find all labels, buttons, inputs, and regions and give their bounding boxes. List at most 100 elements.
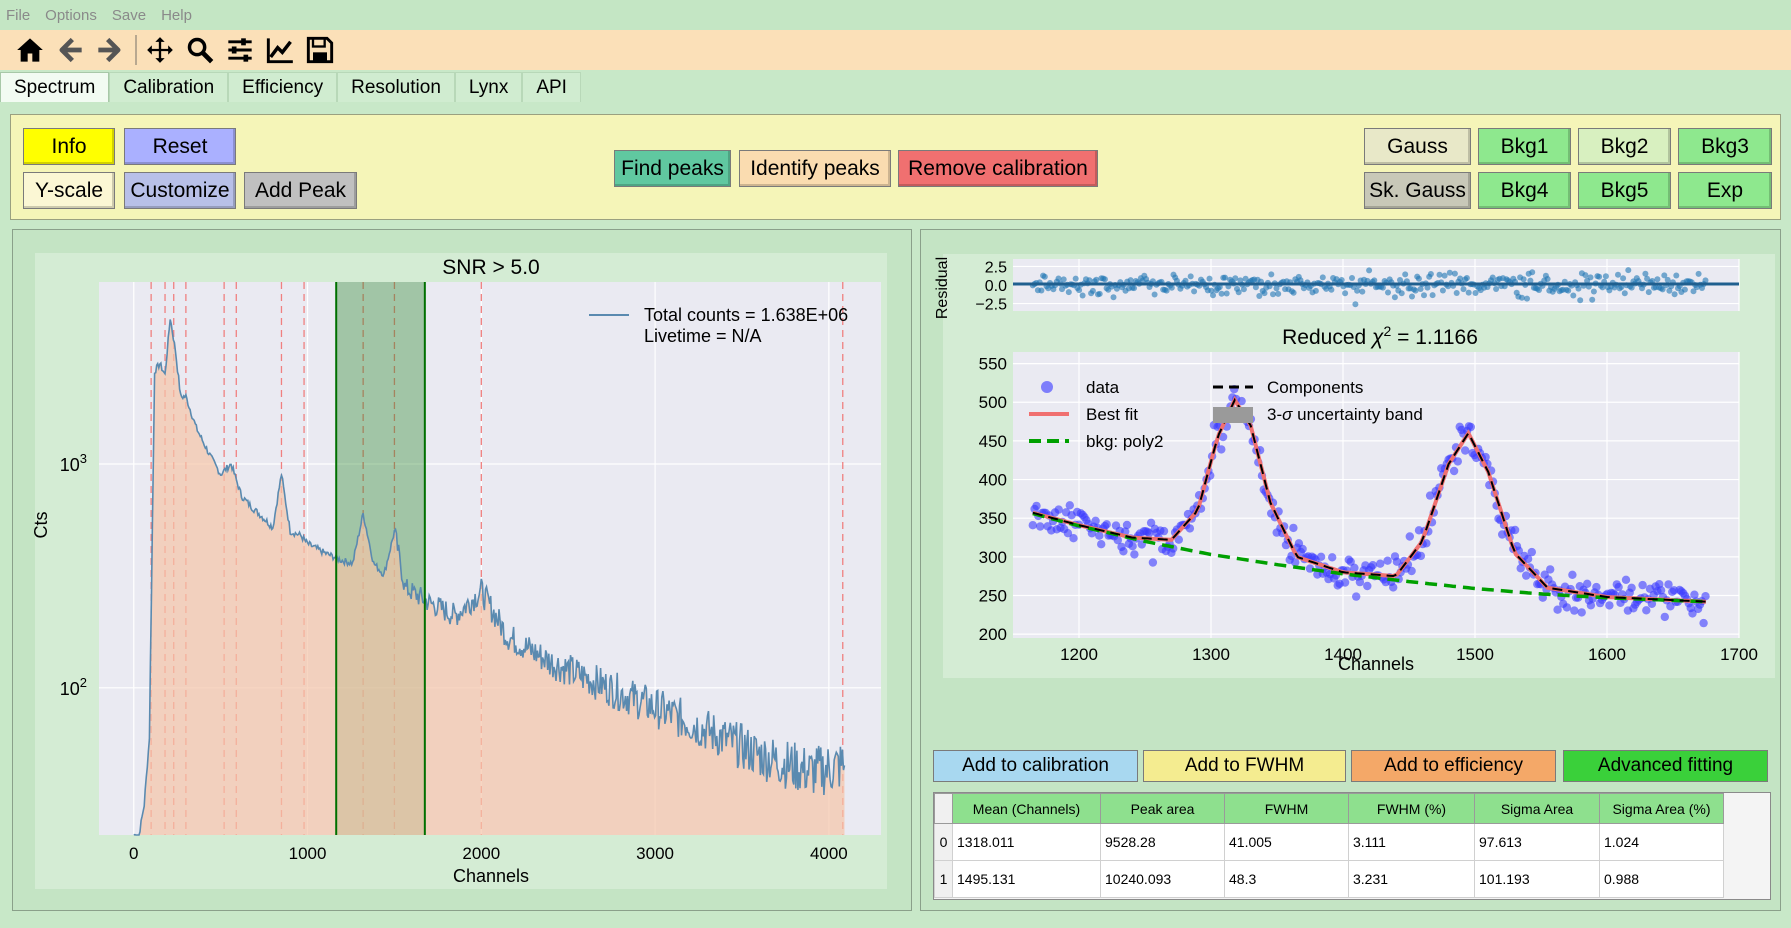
residual-point <box>1472 290 1479 296</box>
residual-point <box>1415 275 1422 282</box>
x-tick-label: 1700 <box>1720 645 1758 664</box>
col-mean[interactable]: Mean (Channels) <box>952 793 1101 824</box>
col-fwhm[interactable]: FWHM <box>1224 793 1349 824</box>
cell-fwhm[interactable]: 41.005 <box>1224 823 1349 861</box>
col-peak-area[interactable]: Peak area <box>1100 793 1225 824</box>
cell-peak-area[interactable]: 10240.093 <box>1100 860 1225 898</box>
cell-mean[interactable]: 1495.131 <box>952 860 1101 898</box>
x-tick-label: 4000 <box>810 844 848 863</box>
menu-file[interactable]: File <box>6 6 31 24</box>
data-point <box>1453 457 1462 466</box>
forward-arrow-icon[interactable] <box>93 33 127 67</box>
bkg1-button[interactable]: Bkg1 <box>1478 128 1571 165</box>
cell-fwhm[interactable]: 48.3 <box>1224 860 1349 898</box>
spectrum-chart[interactable]: 0 1000 2000 3000 4000 103 102 SNR > 5.0 Channe… <box>13 230 913 912</box>
residual-tick-label: −2.5 <box>975 297 1007 314</box>
residual-point <box>1354 287 1361 294</box>
cell-fwhm-pct[interactable]: 3.111 <box>1348 823 1475 861</box>
bkg3-button[interactable]: Bkg3 <box>1678 128 1772 165</box>
cell-sigma-area[interactable]: 97.613 <box>1474 823 1600 861</box>
home-icon[interactable] <box>13 33 47 67</box>
cell-fwhm-pct[interactable]: 3.231 <box>1348 860 1475 898</box>
cell-peak-area[interactable]: 9528.28 <box>1100 823 1225 861</box>
menu-options[interactable]: Options <box>45 6 97 24</box>
advanced-fitting-button[interactable]: Advanced fitting <box>1563 750 1768 782</box>
bkg2-button[interactable]: Bkg2 <box>1578 128 1671 165</box>
add-peak-button[interactable]: Add Peak <box>244 172 357 209</box>
residual-point <box>1223 290 1230 297</box>
data-point <box>1586 601 1596 610</box>
col-sigma-area-pct[interactable]: Sigma Area (%) <box>1599 793 1724 824</box>
info-button[interactable]: Info <box>23 128 115 165</box>
exp-button[interactable]: Exp <box>1678 172 1772 209</box>
fit-chart[interactable]: 1200 1300 1400 1500 1600 1700 550 500 450 400 350 3… <box>921 230 1782 740</box>
toolbar <box>0 30 1791 70</box>
spectrum-ylabel: Cts <box>31 512 51 539</box>
bkg-curve <box>1032 511 1707 604</box>
tab-efficiency[interactable]: Efficiency <box>228 72 338 102</box>
back-arrow-icon[interactable] <box>53 33 87 67</box>
fit-xlabel: Channels <box>1338 654 1414 674</box>
cell-mean[interactable]: 1318.011 <box>952 823 1101 861</box>
residual-point <box>1645 289 1652 296</box>
data-point <box>1122 520 1132 530</box>
cell-sigma-area-pct[interactable]: 1.024 <box>1599 823 1724 861</box>
data-point <box>1128 542 1137 551</box>
add-to-efficiency-button[interactable]: Add to efficiency <box>1351 750 1556 782</box>
menu-help[interactable]: Help <box>161 6 192 24</box>
data-point <box>1392 557 1402 566</box>
sk-gauss-button[interactable]: Sk. Gauss <box>1364 172 1471 209</box>
data-point <box>1146 518 1156 527</box>
y-scale-button[interactable]: Y-scale <box>23 172 115 209</box>
residual-point <box>1131 285 1137 292</box>
add-to-fwhm-button[interactable]: Add to FWHM <box>1143 750 1346 782</box>
tab-lynx[interactable]: Lynx <box>454 72 523 102</box>
reset-button[interactable]: Reset <box>124 128 236 165</box>
pan-icon[interactable] <box>143 33 177 67</box>
residual-point <box>1261 290 1268 297</box>
table-row[interactable]: 1 1495.131 10240.093 48.3 3.231 101.193 … <box>934 860 1724 898</box>
data-point <box>1583 579 1592 588</box>
residual-point <box>1589 296 1596 303</box>
identify-peaks-button[interactable]: Identify peaks <box>739 150 891 187</box>
residual-point <box>1338 277 1345 283</box>
tab-api[interactable]: API <box>522 72 581 102</box>
residual-point <box>1398 290 1405 297</box>
residual-point <box>1628 284 1635 291</box>
residual-point <box>1587 274 1594 281</box>
spectrum-title: SNR > 5.0 <box>442 256 539 279</box>
add-to-calibration-button[interactable]: Add to calibration <box>933 750 1138 782</box>
cell-sigma-area-pct[interactable]: 0.988 <box>1599 860 1724 898</box>
menu-save[interactable]: Save <box>111 6 147 24</box>
line-chart-icon[interactable] <box>263 33 297 67</box>
residual-point <box>1163 287 1170 294</box>
cell-sigma-area[interactable]: 101.193 <box>1474 860 1600 898</box>
data-point <box>1148 558 1158 567</box>
col-sigma-area[interactable]: Sigma Area <box>1474 793 1600 824</box>
col-fwhm-pct[interactable]: FWHM (%) <box>1348 793 1475 824</box>
residual-point <box>1379 284 1386 291</box>
tab-resolution[interactable]: Resolution <box>337 72 455 102</box>
data-point <box>1355 577 1365 587</box>
sliders-icon[interactable] <box>223 33 257 67</box>
residual-point <box>1596 273 1603 280</box>
tab-spectrum[interactable]: Spectrum <box>0 72 110 102</box>
x-tick-label: 0 <box>129 844 138 863</box>
save-disk-icon[interactable] <box>303 33 337 67</box>
table-corner <box>934 793 953 824</box>
remove-calibration-button[interactable]: Remove calibration <box>898 150 1098 187</box>
residual-point <box>1319 274 1326 281</box>
bkg4-button[interactable]: Bkg4 <box>1478 172 1571 209</box>
data-point <box>1546 565 1555 574</box>
find-peaks-button[interactable]: Find peaks <box>614 150 731 187</box>
residual-point <box>1371 277 1378 284</box>
zoom-icon[interactable] <box>183 33 217 67</box>
tab-calibration[interactable]: Calibration <box>109 72 229 102</box>
table-row[interactable]: 0 1318.011 9528.28 41.005 3.111 97.613 1… <box>934 823 1724 861</box>
residual-point <box>1168 284 1175 291</box>
gauss-button[interactable]: Gauss <box>1364 128 1471 165</box>
residual-point <box>1270 291 1276 298</box>
results-table: Mean (Channels) Peak area FWHM FWHM (%) … <box>933 792 1771 900</box>
customize-button[interactable]: Customize <box>124 172 236 209</box>
bkg5-button[interactable]: Bkg5 <box>1578 172 1671 209</box>
